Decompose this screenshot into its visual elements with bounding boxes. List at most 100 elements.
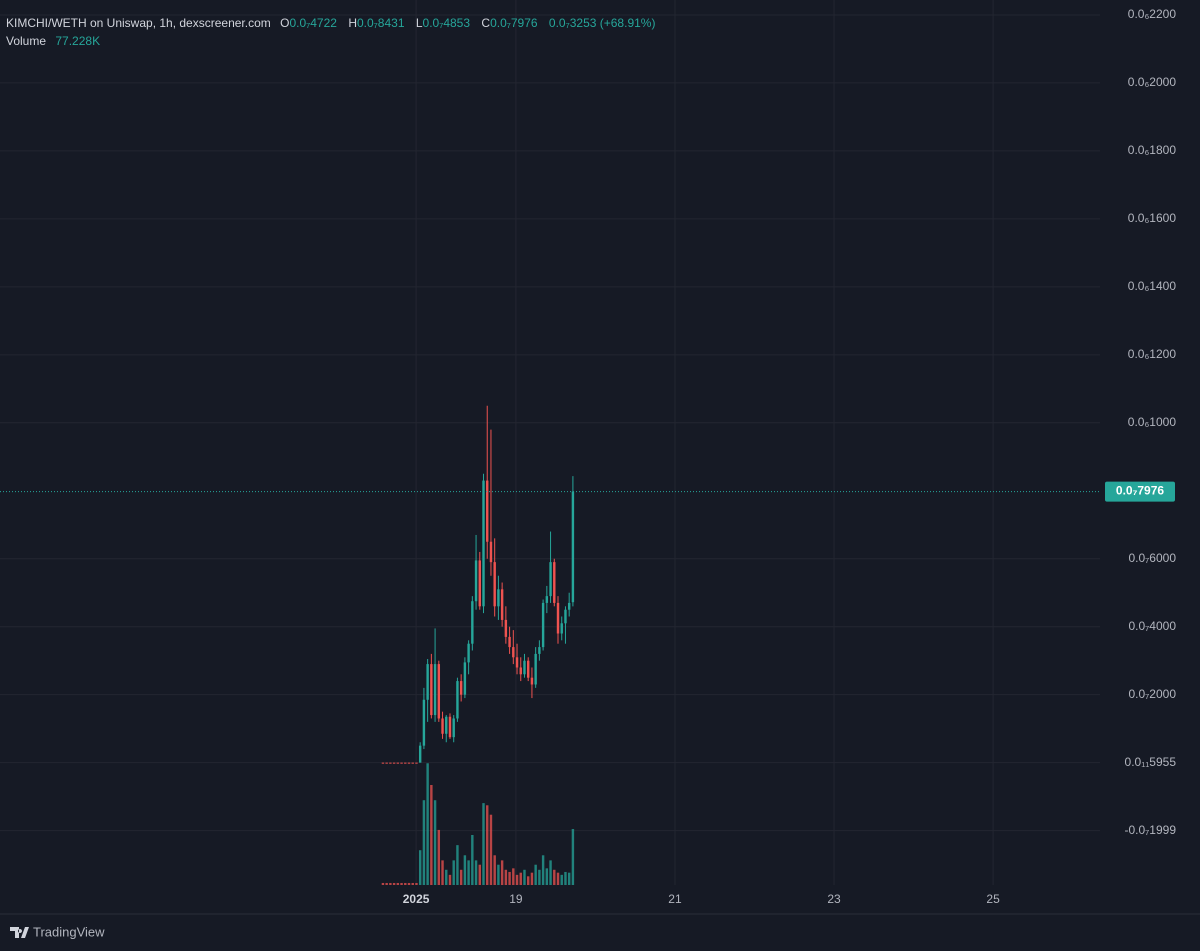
brand: TradingView	[10, 924, 105, 939]
volume-bar	[564, 871, 567, 885]
volume-bar	[430, 785, 433, 885]
y-tick-label: 0.0₇2000	[1128, 687, 1176, 701]
candle-body	[467, 643, 470, 663]
candle-body	[508, 636, 511, 648]
brand-name: TradingView	[33, 924, 105, 939]
ohlc-value: 0.0₇4722	[289, 16, 337, 30]
volume-bar	[500, 860, 504, 885]
volume-bar	[448, 874, 452, 885]
candle-body	[456, 681, 459, 719]
candle-body	[392, 762, 396, 764]
candle-body	[567, 602, 571, 610]
candle-body	[404, 762, 407, 764]
volume-bar	[526, 876, 530, 885]
candle-body	[493, 562, 496, 607]
y-tick-label: 0.0₆2200	[1128, 7, 1177, 21]
volume-bar	[392, 882, 396, 885]
volume-bar	[456, 845, 459, 885]
volume-bar	[493, 855, 496, 885]
candle-body	[515, 657, 519, 668]
volume-bar	[541, 855, 545, 885]
volume-bar	[471, 835, 474, 885]
candle-body	[497, 589, 500, 607]
candle-body	[381, 762, 385, 764]
volume-bar	[389, 882, 392, 885]
candle-body	[463, 662, 467, 695]
candle-body	[474, 560, 478, 602]
candle-body	[396, 762, 400, 764]
volume-label: Volume	[6, 34, 46, 48]
ohlc-label: C	[481, 16, 490, 30]
volume-bar	[534, 864, 537, 885]
y-tick-label: -0.0₇1999	[1125, 823, 1177, 837]
volume-bar	[519, 872, 522, 885]
volume-bar	[396, 882, 400, 885]
volume-bar	[415, 882, 418, 885]
candle-body	[523, 660, 526, 675]
plot	[381, 405, 575, 885]
y-tick-label: 0.0₇4000	[1128, 619, 1176, 633]
volume-bar	[508, 871, 511, 885]
volume-bar	[400, 882, 403, 885]
volume-bar	[504, 869, 508, 885]
y-tick-label: 0.0₆1800	[1128, 143, 1177, 157]
candle-body	[486, 480, 489, 542]
candle-body	[545, 596, 549, 603]
volume-bar	[467, 860, 470, 885]
y-tick-label: 0.0₆2000	[1128, 75, 1177, 89]
grid	[0, 0, 1100, 885]
volume-bar	[478, 864, 481, 885]
candle-body	[407, 762, 411, 764]
candle-body	[400, 762, 403, 764]
candle-body	[530, 677, 534, 685]
volume-bar	[489, 814, 493, 885]
candle-body	[478, 560, 481, 607]
x-tick-label: 21	[668, 892, 682, 906]
volume-bar	[530, 872, 534, 885]
symbol: KIMCHI/WETH on Uniswap, 1h, dexscreener.…	[6, 16, 271, 30]
candle-body	[389, 762, 392, 764]
volume-bar	[523, 869, 526, 885]
candle-body	[411, 762, 414, 764]
x-tick-label: 23	[827, 892, 841, 906]
volume-bar	[452, 860, 455, 885]
last-price-label: 0.0₇7976	[1116, 484, 1165, 498]
ohlc-label: L	[416, 16, 423, 30]
volume-bar	[549, 860, 552, 885]
volume-bar	[571, 829, 575, 885]
ohlc-value: 0.0₇8431	[357, 16, 405, 30]
ohlc-label: H	[348, 16, 357, 30]
candle-body	[519, 667, 522, 675]
ohlc-value: 0.0₇4853	[423, 16, 471, 30]
y-tick-label: 0.0₆1400	[1128, 279, 1177, 293]
candle-body	[459, 681, 463, 695]
volume-value: 77.228K	[55, 34, 100, 48]
volume-bar	[463, 855, 467, 885]
volume-bar	[556, 872, 560, 885]
candle-body	[437, 664, 441, 719]
y-tick-label: 0.0₆1000	[1128, 415, 1177, 429]
y-tick-label: 0.0₇6000	[1128, 551, 1176, 565]
volume-bar	[553, 869, 556, 885]
candle-body	[534, 653, 537, 685]
ohlc-value: 0.0₇7976	[490, 16, 538, 30]
candle-body	[504, 619, 508, 637]
legend: KIMCHI/WETH on Uniswap, 1h, dexscreener.…	[6, 16, 655, 30]
candle-body	[571, 491, 575, 603]
volume-bar	[404, 882, 407, 885]
volume-bar	[459, 869, 463, 885]
volume-bar	[486, 805, 489, 885]
volume-bar	[560, 874, 563, 885]
candle-body	[448, 716, 452, 738]
candle-body	[564, 609, 567, 624]
candle-body	[422, 699, 426, 746]
volume-bar	[407, 882, 411, 885]
volume-bar	[538, 869, 541, 885]
candle-body	[385, 762, 388, 764]
candle-body	[418, 745, 422, 763]
y-tick-label: 0.0₆1200	[1128, 347, 1177, 361]
volume-legend: Volume 77.228K	[6, 34, 100, 48]
candle-body	[471, 601, 474, 644]
candle-body	[426, 664, 429, 700]
volume-bar	[482, 803, 485, 885]
